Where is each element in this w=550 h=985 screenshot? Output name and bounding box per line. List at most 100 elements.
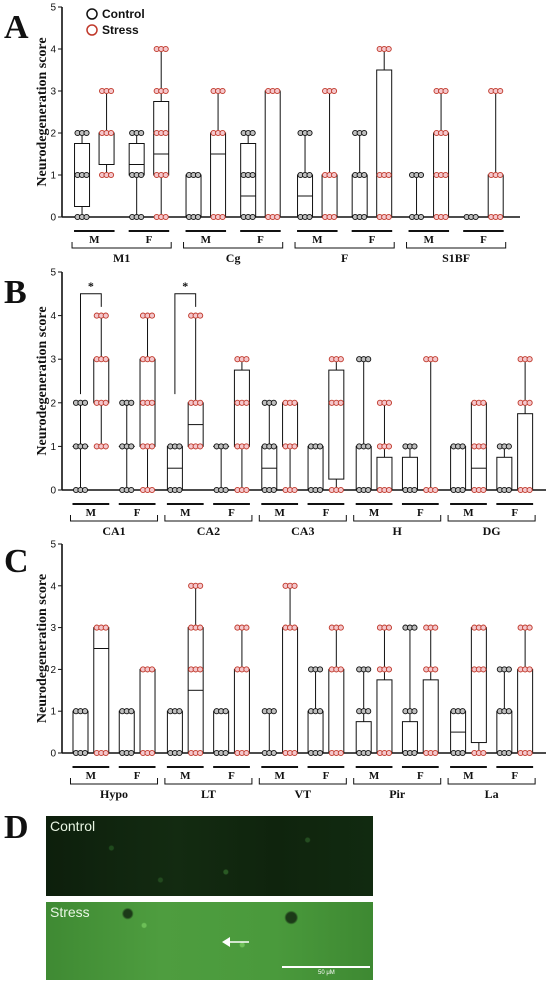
data-point xyxy=(162,45,169,53)
data-point xyxy=(442,129,449,137)
box-cg-m-control xyxy=(185,171,202,221)
box-rect xyxy=(487,174,504,218)
region-bracket xyxy=(447,778,536,785)
box-cg-m-stress xyxy=(210,87,227,221)
box-rect xyxy=(355,445,372,491)
data-point xyxy=(337,749,344,757)
region-label-lt: LT xyxy=(201,787,216,801)
data-point xyxy=(138,213,145,221)
data-point xyxy=(148,356,156,363)
data-point xyxy=(432,666,439,673)
data-point xyxy=(128,749,135,757)
panel-letter-a: A xyxy=(4,9,29,46)
data-point xyxy=(148,312,156,319)
data-point xyxy=(337,624,344,631)
y-tick-label: 0 xyxy=(50,486,56,497)
data-point xyxy=(162,129,169,137)
data-point xyxy=(243,356,250,363)
legend-label-stress: Stress xyxy=(102,23,139,37)
box-rect xyxy=(376,456,393,491)
y-axis-label: Neurodegeneration score xyxy=(35,574,50,723)
y-tick-label: 5 xyxy=(50,268,56,279)
data-point xyxy=(365,708,372,715)
data-point xyxy=(385,399,393,406)
data-point xyxy=(459,486,466,494)
legend-marker-stress xyxy=(86,24,98,36)
data-point xyxy=(365,666,372,673)
box-m1-m-control xyxy=(74,129,91,221)
box-rect xyxy=(422,679,439,754)
region-bracket xyxy=(164,778,253,785)
data-point xyxy=(385,45,392,53)
box-rect xyxy=(307,710,324,754)
data-point xyxy=(385,624,393,631)
data-point xyxy=(249,213,256,221)
data-point xyxy=(505,708,512,715)
data-point xyxy=(222,749,229,757)
box-rect xyxy=(470,627,487,744)
data-point xyxy=(411,624,418,631)
panel-letter-d: D xyxy=(4,809,29,846)
data-point xyxy=(138,171,145,179)
data-point xyxy=(526,624,533,631)
data-point xyxy=(385,666,393,673)
data-point xyxy=(526,486,533,494)
data-point xyxy=(128,486,135,494)
data-point xyxy=(459,443,466,450)
box-ca3-m-control xyxy=(261,399,278,494)
data-point xyxy=(148,666,156,673)
box-s1bf-f-control xyxy=(463,213,480,221)
box-hypo-f-stress xyxy=(139,666,156,757)
data-point xyxy=(317,749,324,757)
data-point xyxy=(291,443,298,450)
data-point xyxy=(108,87,115,95)
sex-label-f: F xyxy=(417,770,424,782)
data-point xyxy=(270,749,277,757)
data-point xyxy=(337,399,344,406)
box-rect xyxy=(496,710,513,754)
data-point xyxy=(270,708,277,715)
region-label-ca3: CA3 xyxy=(291,524,314,538)
region-bracket xyxy=(353,778,442,785)
data-point xyxy=(331,87,338,95)
box-m1-f-stress xyxy=(153,45,170,221)
data-point xyxy=(249,171,256,179)
region-label-cg: Cg xyxy=(226,251,241,265)
box-rect xyxy=(93,627,110,754)
sex-label-m: M xyxy=(463,507,474,519)
box-cg-f-control xyxy=(240,129,257,221)
y-tick-label: 4 xyxy=(50,581,56,592)
data-point xyxy=(526,399,533,406)
box-rect xyxy=(517,413,534,491)
data-point xyxy=(432,486,439,494)
data-point xyxy=(102,356,109,363)
data-point xyxy=(176,443,183,450)
region-bracket xyxy=(353,515,442,522)
data-point xyxy=(306,171,313,179)
data-point xyxy=(361,129,368,137)
data-point xyxy=(197,582,204,589)
stress-micrograph-label: Stress xyxy=(50,904,90,920)
box-rect xyxy=(118,710,135,754)
y-tick-label: 2 xyxy=(50,665,56,676)
legend-label-control: Control xyxy=(102,7,145,21)
data-point xyxy=(526,356,533,363)
data-point xyxy=(162,213,169,221)
data-point xyxy=(176,749,183,757)
box-la-f-stress xyxy=(517,624,534,757)
data-point xyxy=(497,213,504,221)
box-rect xyxy=(496,456,513,491)
y-axis-label: Neurodegeneration score xyxy=(35,306,50,455)
box-m1-f-control xyxy=(128,129,145,221)
data-point xyxy=(291,582,298,589)
box-rect xyxy=(213,710,230,754)
sex-label-m: M xyxy=(312,234,323,246)
sex-label-m: M xyxy=(463,770,474,782)
y-axis-label: Neurodegeneration score xyxy=(35,37,50,186)
region-label-vt: VT xyxy=(294,787,311,801)
region-bracket xyxy=(69,778,159,785)
data-point xyxy=(222,708,229,715)
box-vt-m-stress xyxy=(282,582,299,757)
box-la-m-stress xyxy=(470,624,487,757)
data-point xyxy=(385,213,392,221)
